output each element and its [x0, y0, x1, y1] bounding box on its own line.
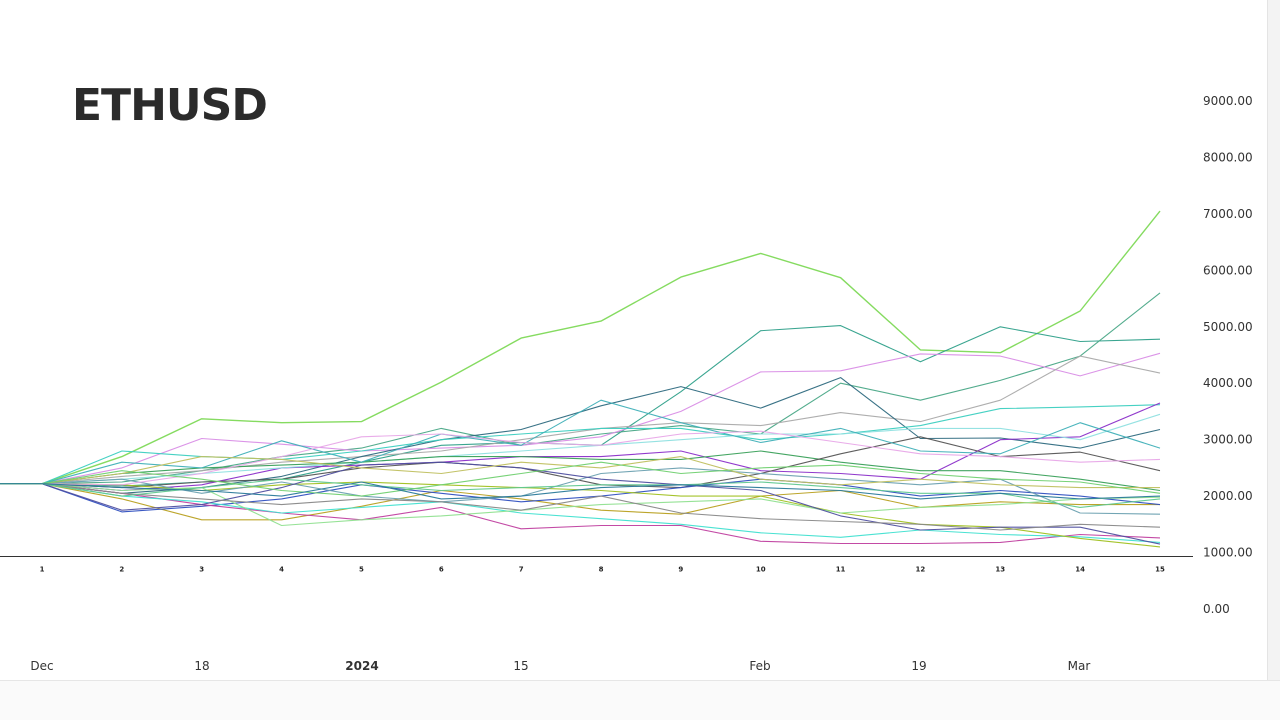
date-axis-label-6: 19	[911, 659, 926, 673]
series-line-17	[0, 481, 1161, 548]
y-tick-label-8: 2000.00	[1203, 489, 1253, 503]
date-axis-label-5: Feb	[749, 659, 770, 673]
y-tick-label-1: 9000.00	[1203, 94, 1253, 108]
x-tick-label-1: 1	[40, 566, 45, 574]
y-tick-label-7: 3000.00	[1203, 433, 1253, 447]
y-tick-label-9: 1000.00	[1203, 546, 1253, 560]
x-tick-label-14: 14	[1075, 566, 1085, 574]
y-tick-label-4: 6000.00	[1203, 263, 1253, 277]
series-line-25	[0, 461, 1161, 497]
right-scroll-edge[interactable]	[1267, 0, 1280, 680]
x-tick-label-12: 12	[916, 566, 926, 574]
series-line-1	[0, 210, 1161, 485]
bottom-strip	[0, 680, 1280, 720]
series-line-22	[0, 456, 1160, 489]
date-axis-label-3: 2024	[345, 659, 378, 673]
x-tick-label-5: 5	[359, 566, 364, 574]
x-tick-label-13: 13	[995, 566, 1005, 574]
series-line-4	[0, 352, 1161, 485]
x-tick-label-3: 3	[199, 566, 204, 574]
y-tick-label-3: 7000.00	[1203, 207, 1253, 221]
y-tick-label-10: 0.00	[1203, 602, 1230, 616]
y-tick-label-2: 8000.00	[1203, 150, 1253, 164]
x-tick-label-4: 4	[279, 566, 284, 574]
x-tick-label-8: 8	[599, 566, 604, 574]
series-line-23	[0, 483, 1161, 531]
chart-title: ETHUSD	[72, 80, 268, 131]
series-line-11	[0, 436, 1161, 489]
series-line-19	[0, 430, 1161, 486]
x-tick-label-6: 6	[439, 566, 444, 574]
x-tick-label-2: 2	[119, 566, 124, 574]
x-tick-label-7: 7	[519, 566, 524, 574]
series-line-6	[0, 377, 1161, 494]
series-line-5	[0, 355, 1161, 485]
x-tick-label-9: 9	[678, 566, 683, 574]
series-line-24	[0, 478, 1161, 508]
y-tick-label-6: 4000.00	[1203, 376, 1253, 390]
series-line-16	[0, 483, 1161, 543]
date-axis-label-2: 18	[194, 659, 209, 673]
y-tick-label-5: 5000.00	[1203, 320, 1253, 334]
series-line-10	[0, 450, 1161, 492]
series-line-9	[0, 413, 1161, 485]
series-line-26	[0, 481, 1161, 500]
date-axis-label-4: 15	[513, 659, 528, 673]
series-line-15	[0, 483, 1161, 545]
series-line-7	[0, 404, 1161, 485]
x-tick-label-15: 15	[1155, 566, 1165, 574]
date-axis-label-7: Mar	[1068, 659, 1091, 673]
date-axis-label-1: Dec	[30, 659, 53, 673]
series-line-21	[0, 461, 1161, 545]
x-tick-label-10: 10	[756, 566, 766, 574]
x-tick-label-11: 11	[836, 566, 846, 574]
